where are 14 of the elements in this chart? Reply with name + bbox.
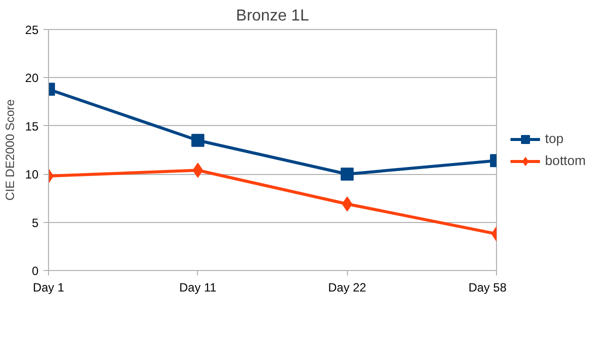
y-tick-label: 0 (32, 264, 39, 278)
legend-label: top (545, 131, 565, 146)
y-tick-label: 20 (25, 71, 39, 86)
y-tick-label: 5 (32, 216, 39, 230)
y-axis-title: CIE DE2000 Score (3, 98, 18, 201)
y-tick-label: 15 (25, 119, 39, 134)
y-tick-label: 25 (25, 23, 39, 37)
y-tick-label: 10 (25, 168, 39, 182)
x-tick-label: Day 22 (328, 280, 367, 294)
legend-label: bottom (545, 153, 586, 168)
x-tick-label: Day 58 (468, 280, 507, 294)
chart-title: Bronze 1L (236, 8, 310, 24)
x-tick-label: Day 1 (32, 280, 64, 294)
x-tick-label: Day 11 (179, 280, 217, 294)
